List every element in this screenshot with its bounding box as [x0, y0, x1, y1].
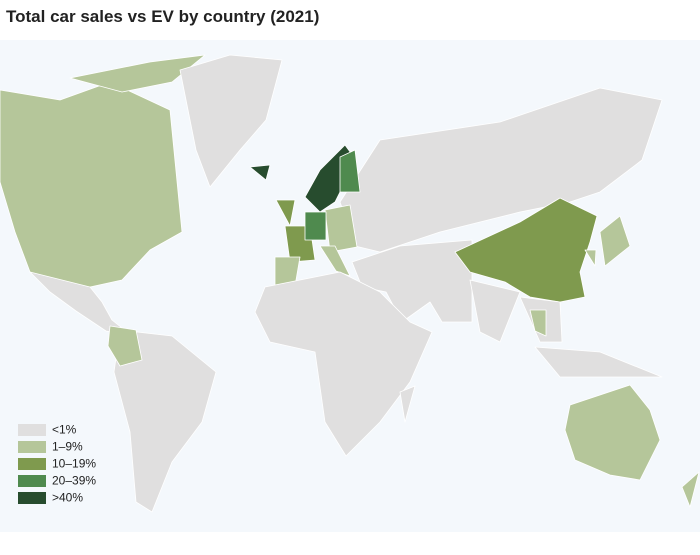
legend-swatch	[18, 475, 46, 487]
colombia	[107, 325, 143, 367]
legend-swatch	[18, 441, 46, 453]
australia	[564, 384, 661, 481]
south-america	[113, 329, 217, 513]
germany	[304, 211, 327, 241]
legend: <1% 1–9% 10–19% 20–39% >40%	[18, 423, 96, 505]
russia	[339, 87, 663, 253]
india	[469, 279, 521, 343]
legend-label: 10–19%	[52, 457, 96, 471]
title: Total car sales vs EV by country (2021)	[6, 7, 319, 26]
legend-label: <1%	[52, 423, 77, 437]
eastern-europe	[324, 204, 358, 253]
legend-swatch	[18, 458, 46, 470]
legend-label: 1–9%	[52, 440, 83, 454]
thailand	[529, 309, 547, 337]
italy	[319, 245, 351, 277]
iceland	[249, 164, 271, 181]
uk	[275, 199, 296, 227]
countries	[0, 54, 700, 513]
madagascar	[399, 385, 416, 423]
new-zealand	[681, 471, 700, 508]
greenland	[179, 54, 283, 188]
legend-label: 20–39%	[52, 474, 96, 488]
africa	[254, 271, 433, 457]
finland	[339, 149, 361, 193]
indonesia	[534, 346, 663, 378]
legend-swatch	[18, 492, 46, 504]
legend-swatch	[18, 424, 46, 436]
china	[454, 197, 598, 303]
legend-label: >40%	[52, 491, 83, 505]
korea	[584, 249, 597, 267]
japan	[599, 215, 631, 267]
